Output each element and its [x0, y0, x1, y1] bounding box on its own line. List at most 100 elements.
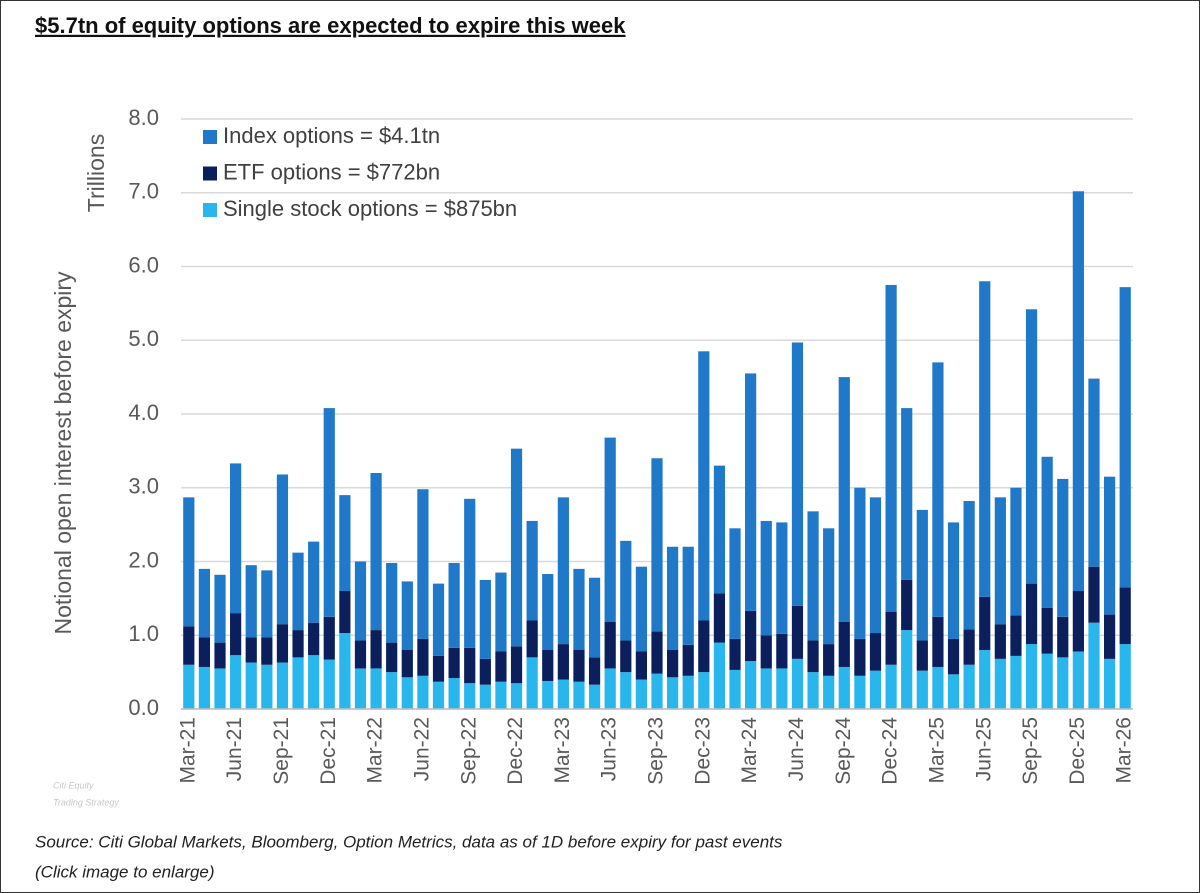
bar-segment [1103, 614, 1116, 659]
bar-segment [276, 662, 289, 709]
bar-segment [682, 644, 694, 676]
bar-segment [1103, 658, 1116, 709]
bar-segment [588, 684, 601, 709]
bar-segment [651, 631, 663, 674]
bar-segment [1057, 657, 1069, 709]
y-tick-label: 2.0 [128, 547, 159, 572]
bar-segment [479, 684, 491, 709]
legend-swatch [203, 166, 217, 181]
bar-segment [791, 342, 804, 606]
bar-segment [1119, 287, 1131, 588]
bar-segment [1025, 583, 1038, 645]
bar-segment [901, 408, 913, 580]
bar-segment [245, 637, 257, 663]
bar-segment [635, 566, 647, 652]
bar-segment [417, 638, 429, 676]
bar-segment [667, 546, 679, 650]
y-tick-label: 1.0 [128, 621, 159, 646]
bar-segment [1119, 644, 1131, 709]
bar-segment [1041, 653, 1053, 709]
bar-segment [885, 664, 897, 709]
bar-segment [901, 579, 913, 631]
bar-segment [932, 616, 944, 667]
x-tick-label: Mar-21 [176, 717, 199, 784]
bar-segment [854, 675, 866, 709]
bar-segment [292, 552, 304, 631]
x-tick-label: Dec-23 [691, 717, 714, 785]
bar-segment [214, 642, 226, 669]
bar-segment [588, 577, 601, 658]
x-tick-label: Mar-22 [364, 717, 387, 784]
bar-segment [620, 540, 632, 641]
bar-segment [292, 657, 304, 709]
bar-segment [807, 640, 819, 673]
bar-segment [713, 642, 726, 709]
legend-label: ETF options = $772bn [223, 159, 440, 184]
bar-segment [557, 497, 569, 645]
bar-segment [198, 637, 211, 667]
bar-segment [495, 651, 507, 682]
bar-segment [198, 568, 211, 638]
bar-segment [604, 437, 616, 622]
bar-segment [542, 574, 554, 650]
bar-segment [620, 640, 632, 673]
y-tick-label: 3.0 [128, 474, 159, 499]
legend-swatch [203, 203, 217, 217]
x-tick-label: Dec-22 [504, 717, 527, 785]
bar-segment [745, 661, 757, 709]
bar-segment [776, 633, 788, 669]
y-axis-title: Notional open interest before expiry [50, 271, 76, 635]
bar-segment [339, 591, 351, 634]
bar-segment [869, 633, 882, 671]
bar-segment [510, 646, 523, 684]
bar-segment [464, 498, 476, 648]
bar-segment [1088, 622, 1100, 709]
x-tick-label: Jun-23 [598, 717, 621, 781]
bar-segment [183, 497, 195, 627]
bar-segment [667, 650, 679, 678]
bar-segment [1041, 456, 1053, 608]
bar-segment [214, 668, 226, 709]
bar-segment [276, 474, 289, 625]
bar-segment [854, 638, 866, 676]
bar-segment [635, 651, 647, 680]
bar-segment [947, 522, 960, 639]
x-tick-label: Sep-25 [1019, 717, 1042, 785]
bar-segment [230, 463, 242, 614]
bar-segment [261, 637, 273, 665]
bar-segment [245, 565, 257, 638]
x-tick-label: Sep-24 [832, 717, 855, 785]
bar-segment [573, 568, 585, 650]
bar-segment [557, 644, 569, 680]
legend-swatch [203, 130, 217, 144]
bar-segment [1057, 478, 1069, 617]
bar-segment [620, 672, 632, 709]
bar-segment [588, 657, 601, 685]
bar-segment [1072, 191, 1084, 591]
bar-segment [698, 672, 710, 709]
bar-segment [807, 672, 819, 709]
watermark: Citi Equity [53, 780, 94, 790]
bar-segment [386, 642, 398, 673]
bar-segment [401, 650, 413, 678]
bar-segment [417, 675, 429, 709]
bar-segment [651, 458, 663, 632]
bar-segment [432, 681, 445, 709]
bar-segment [745, 610, 757, 662]
bar-segment [354, 561, 367, 641]
x-tick-label: Sep-21 [270, 717, 293, 785]
bar-segment [183, 626, 195, 665]
bar-segment [354, 668, 367, 709]
bar-segment [370, 668, 382, 709]
bar-segment [947, 674, 960, 709]
bar-segment [214, 574, 226, 643]
y-tick-label: 7.0 [128, 179, 159, 204]
bar-segment [370, 630, 382, 669]
bar-segment [464, 647, 476, 684]
bar-segment [276, 624, 289, 663]
bar-segment [323, 659, 335, 709]
bar-segment [339, 495, 351, 591]
bar-segment [339, 633, 351, 709]
bar-segment [1088, 378, 1100, 567]
bar-segment [838, 377, 850, 622]
